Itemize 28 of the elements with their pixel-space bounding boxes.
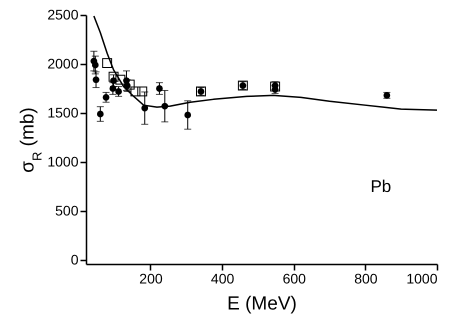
x-tick-label: 400: [210, 270, 234, 286]
point: [102, 58, 112, 68]
annotation: Pb: [370, 176, 392, 196]
point: [92, 76, 100, 84]
point: [161, 102, 168, 110]
point: [130, 86, 140, 96]
point: [115, 88, 122, 95]
y-tick-label: 1000: [47, 154, 79, 170]
point: [184, 112, 192, 118]
point: [141, 104, 148, 112]
x-axis-title: E (MeV): [227, 294, 297, 314]
y-tick-label: 2500: [47, 6, 79, 22]
point: [92, 62, 99, 68]
point: [156, 85, 163, 92]
point: [115, 74, 126, 85]
point: [96, 110, 104, 118]
point: [102, 94, 110, 101]
x-tick-label: 600: [282, 270, 306, 286]
x-tick-label: 800: [354, 270, 378, 286]
x-tick-label: 200: [139, 270, 163, 286]
point: [108, 72, 119, 82]
point: [137, 86, 148, 96]
y-tick-label: 0: [70, 252, 79, 268]
point: [110, 85, 116, 92]
y-tick-label: 1500: [47, 104, 79, 121]
y-tick-label: 2000: [47, 56, 79, 72]
y-tick-label: 500: [55, 202, 79, 219]
x-tick-label: 1000: [406, 270, 438, 286]
